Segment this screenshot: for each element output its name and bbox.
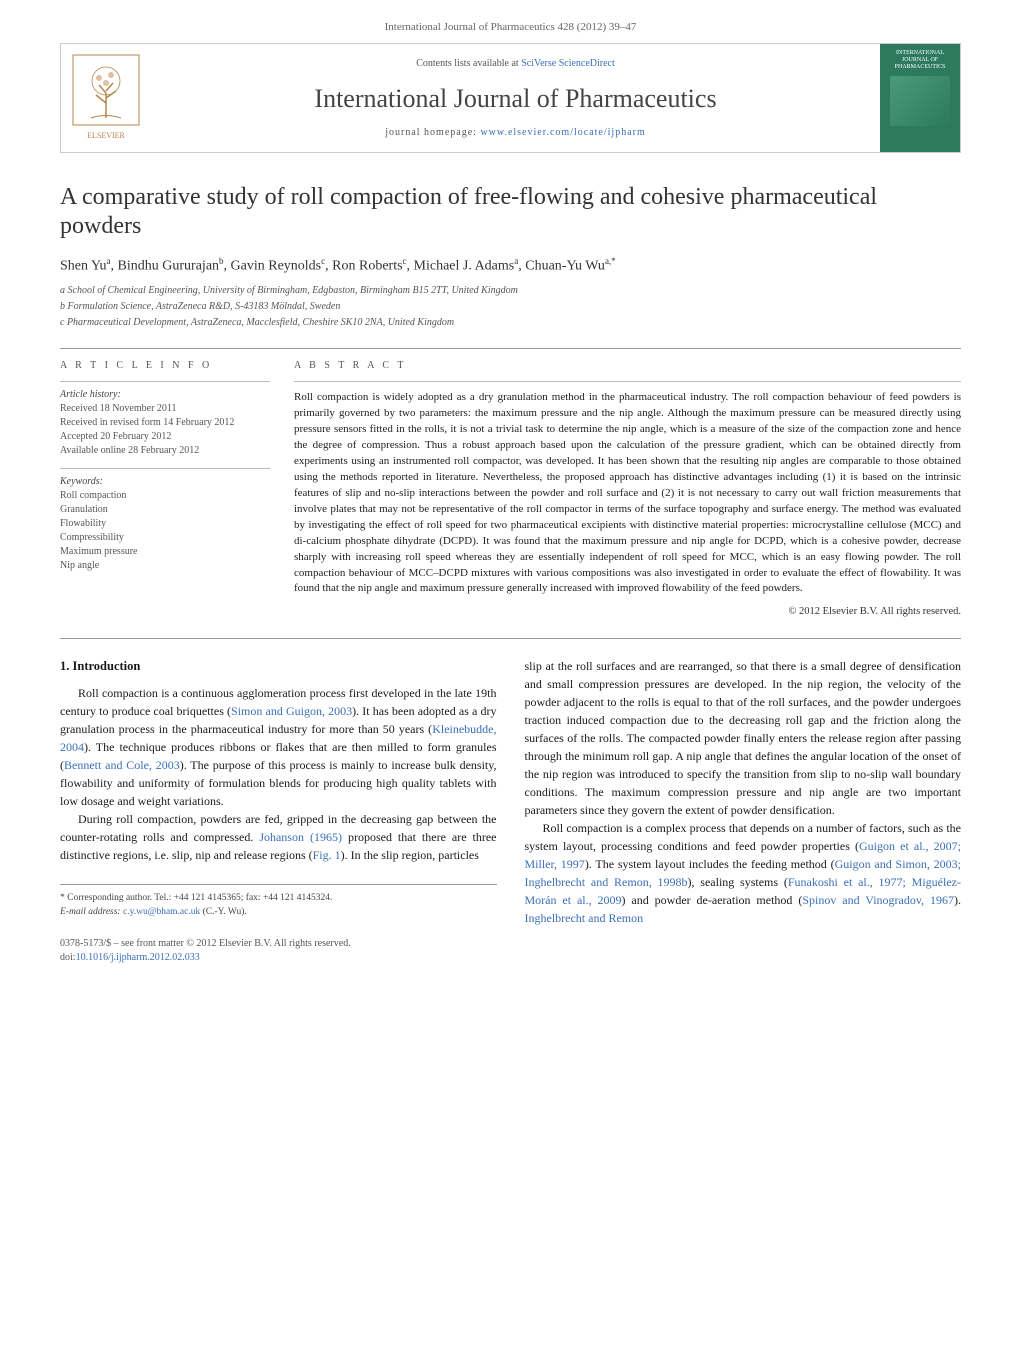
keyword-4: Compressibility — [60, 531, 270, 545]
doi-link[interactable]: 10.1016/j.ijpharm.2012.02.033 — [76, 952, 200, 963]
body-two-column: 1. Introduction Roll compaction is a con… — [60, 657, 961, 927]
body-paragraph-1: Roll compaction is a continuous agglomer… — [60, 684, 497, 810]
article-info-heading: A R T I C L E I N F O — [60, 359, 270, 373]
section-title: Introduction — [73, 659, 141, 673]
info-abstract-row: A R T I C L E I N F O Article history: R… — [60, 359, 961, 620]
citation-spinov[interactable]: Spinov and Vinogradov, 1967 — [802, 893, 954, 907]
abstract-divider — [294, 381, 961, 382]
cover-image-placeholder — [890, 76, 950, 126]
figure-ref-1[interactable]: Fig. 1 — [313, 848, 341, 862]
abstract-heading: A B S T R A C T — [294, 359, 961, 373]
journal-title: International Journal of Pharmaceutics — [314, 81, 716, 117]
article-history-label: Article history: — [60, 388, 270, 402]
corresponding-author-footnote: * Corresponding author. Tel.: +44 121 41… — [60, 884, 497, 920]
affiliation-c: c Pharmaceutical Development, AstraZenec… — [60, 316, 961, 330]
affiliation-b: b Formulation Science, AstraZeneca R&D, … — [60, 300, 961, 314]
journal-banner: ELSEVIER Contents lists available at Sci… — [60, 43, 961, 153]
header-citation: International Journal of Pharmaceutics 4… — [385, 21, 637, 33]
keywords-divider — [60, 468, 270, 469]
doi-footer: 0378-5173/$ – see front matter © 2012 El… — [0, 927, 1021, 995]
keyword-3: Flowability — [60, 517, 270, 531]
keyword-5: Maximum pressure — [60, 545, 270, 559]
journal-cover-thumbnail: INTERNATIONAL JOURNAL OF PHARMACEUTICS — [880, 44, 960, 152]
publisher-logo: ELSEVIER — [61, 44, 151, 152]
citation-simon-guigon[interactable]: Simon and Guigon, 2003 — [231, 704, 352, 718]
corr-author-line: * Corresponding author. Tel.: +44 121 41… — [60, 891, 497, 905]
keyword-6: Nip angle — [60, 559, 270, 573]
doi-line: doi:10.1016/j.ijpharm.2012.02.033 — [60, 951, 961, 965]
running-header: International Journal of Pharmaceutics 4… — [0, 0, 1021, 43]
divider-top — [60, 348, 961, 349]
author-list: Shen Yua, Bindhu Gururajanb, Gavin Reyno… — [60, 255, 961, 276]
history-revised: Received in revised form 14 February 201… — [60, 416, 270, 430]
svg-text:ELSEVIER: ELSEVIER — [87, 131, 125, 140]
section-number: 1. — [60, 659, 69, 673]
article-title: A comparative study of roll compaction o… — [60, 183, 961, 241]
affiliation-a: a School of Chemical Engineering, Univer… — [60, 284, 961, 298]
citation-bennett-cole[interactable]: Bennett and Cole, 2003 — [64, 758, 180, 772]
body-paragraph-2: During roll compaction, powders are fed,… — [60, 810, 497, 864]
journal-homepage-link[interactable]: www.elsevier.com/locate/ijpharm — [480, 127, 645, 138]
keywords-label: Keywords: — [60, 475, 270, 489]
divider-bottom — [60, 638, 961, 639]
history-accepted: Accepted 20 February 2012 — [60, 430, 270, 444]
keyword-2: Granulation — [60, 503, 270, 517]
article-info-column: A R T I C L E I N F O Article history: R… — [60, 359, 270, 620]
keyword-1: Roll compaction — [60, 489, 270, 503]
body-paragraph-4: Roll compaction is a complex process tha… — [525, 819, 962, 927]
corr-email-line: E-mail address: c.y.wu@bham.ac.uk (C.-Y.… — [60, 905, 497, 919]
abstract-copyright: © 2012 Elsevier B.V. All rights reserved… — [294, 605, 961, 620]
banner-center: Contents lists available at SciVerse Sci… — [151, 44, 880, 152]
journal-homepage-line: journal homepage: www.elsevier.com/locat… — [385, 126, 646, 140]
cover-title-text: INTERNATIONAL JOURNAL OF PHARMACEUTICS — [884, 50, 956, 70]
corr-email-link[interactable]: c.y.wu@bham.ac.uk — [123, 907, 200, 917]
history-online: Available online 28 February 2012 — [60, 444, 270, 458]
history-received: Received 18 November 2011 — [60, 402, 270, 416]
front-matter-line: 0378-5173/$ – see front matter © 2012 El… — [60, 937, 961, 951]
body-paragraph-3: slip at the roll surfaces and are rearra… — [525, 657, 962, 819]
citation-johanson[interactable]: Johanson (1965) — [259, 830, 342, 844]
info-divider — [60, 381, 270, 382]
contents-available-line: Contents lists available at SciVerse Sci… — [416, 57, 615, 71]
abstract-text: Roll compaction is widely adopted as a d… — [294, 390, 961, 597]
section-1-heading: 1. Introduction — [60, 657, 497, 676]
affiliations-block: a School of Chemical Engineering, Univer… — [60, 284, 961, 330]
elsevier-tree-icon: ELSEVIER — [71, 53, 141, 143]
abstract-column: A B S T R A C T Roll compaction is widel… — [294, 359, 961, 620]
sciencedirect-link[interactable]: SciVerse ScienceDirect — [521, 58, 615, 69]
citation-inghelbrecht-remon[interactable]: Inghelbrecht and Remon — [525, 911, 644, 925]
